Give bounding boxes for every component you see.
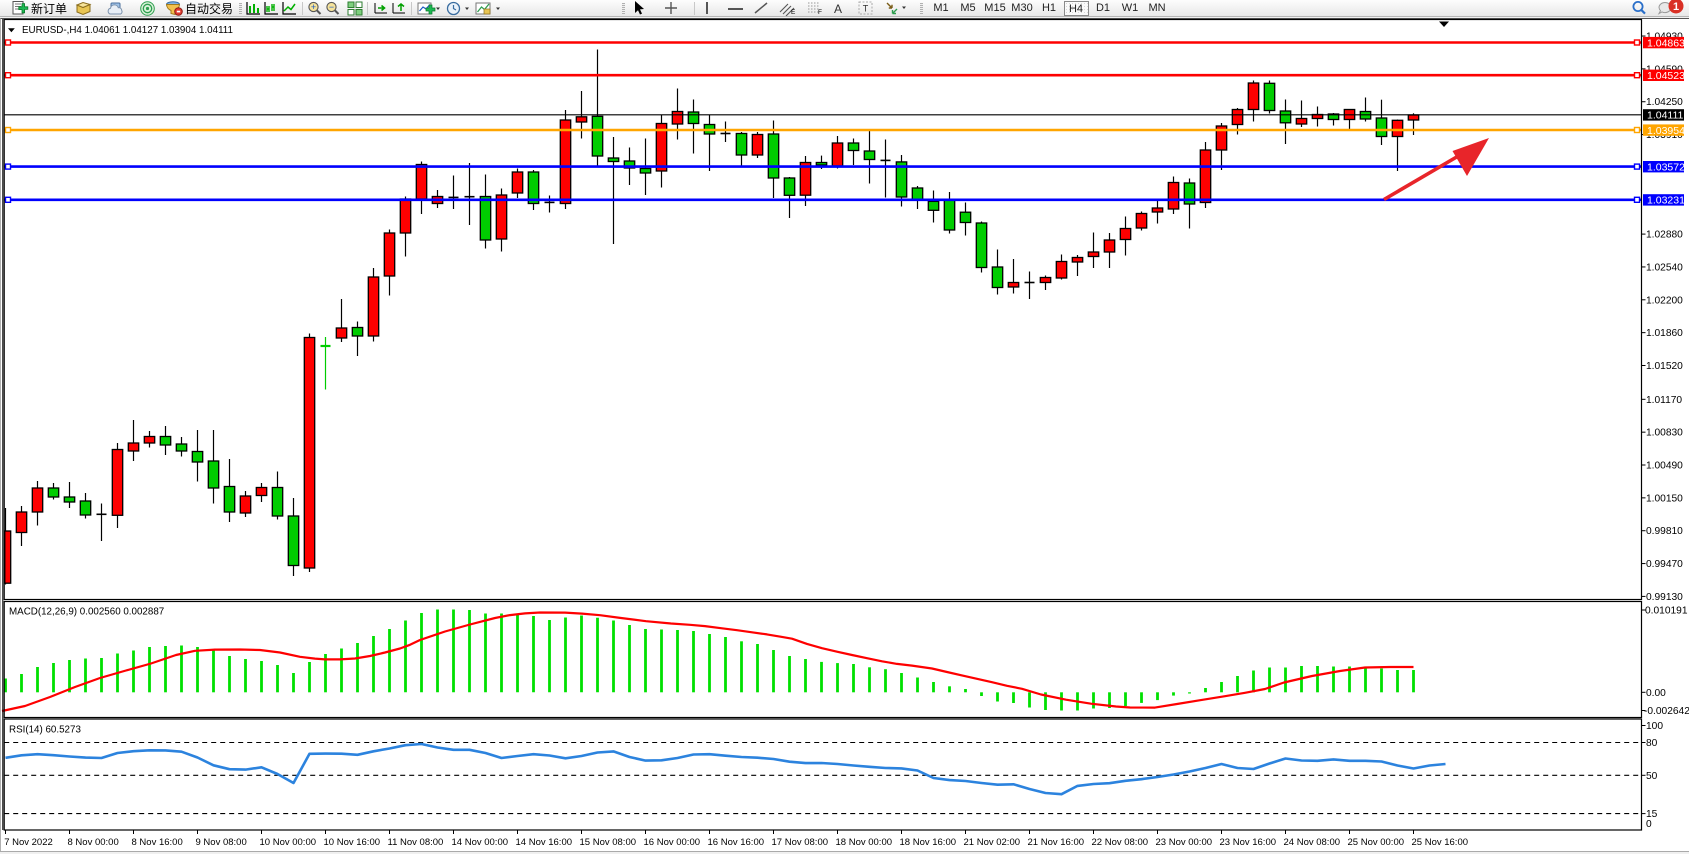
svg-text:8 Nov 16:00: 8 Nov 16:00 [132,837,183,848]
svg-text:10 Nov 00:00: 10 Nov 00:00 [260,837,317,848]
svg-text:14 Nov 16:00: 14 Nov 16:00 [516,837,573,848]
svg-text:11 Nov 08:00: 11 Nov 08:00 [388,837,444,848]
svg-text:22 Nov 08:00: 22 Nov 08:00 [1092,837,1149,848]
svg-text:1.01170: 1.01170 [1646,395,1682,406]
svg-text:15: 15 [1646,809,1658,820]
svg-text:1.03231: 1.03231 [1647,195,1685,207]
svg-text:100: 100 [1646,721,1663,732]
svg-text:−: − [329,2,334,12]
svg-text:16 Nov 16:00: 16 Nov 16:00 [708,837,765,848]
svg-text:EURUSD-,H4 1.04061 1.04127 1.: EURUSD-,H4 1.04061 1.04127 1.03904 1.041… [22,25,233,36]
svg-text:1.04523: 1.04523 [1647,70,1685,82]
svg-text:MACD(12,26,9) 0.002560 0.00288: MACD(12,26,9) 0.002560 0.002887 [9,607,164,618]
svg-text:18 Nov 16:00: 18 Nov 16:00 [900,837,957,848]
svg-text:+: + [311,2,316,12]
svg-text:23 Nov 00:00: 23 Nov 00:00 [1156,837,1213,848]
svg-text:25 Nov 00:00: 25 Nov 00:00 [1348,837,1405,848]
svg-text:1.02540: 1.02540 [1646,262,1683,273]
svg-text:0.00: 0.00 [1646,688,1666,699]
svg-text:1.00490: 1.00490 [1646,461,1683,472]
svg-text:1.00150: 1.00150 [1646,493,1683,504]
svg-text:1: 1 [1673,1,1679,13]
svg-text:0: 0 [1646,819,1652,830]
svg-text:10 Nov 16:00: 10 Nov 16:00 [324,837,381,848]
svg-text:1.02880: 1.02880 [1646,230,1683,241]
svg-text:0.010191: 0.010191 [1645,606,1688,617]
svg-text:1.03954: 1.03954 [1647,125,1685,137]
svg-text:14 Nov 00:00: 14 Nov 00:00 [452,837,509,848]
svg-text:15 Nov 08:00: 15 Nov 08:00 [580,837,637,848]
svg-text:50: 50 [1646,771,1658,782]
svg-text:21 Nov 02:00: 21 Nov 02:00 [964,837,1021,848]
svg-text:24 Nov 08:00: 24 Nov 08:00 [1284,837,1341,848]
svg-text:1.02200: 1.02200 [1646,295,1683,306]
svg-text:0.99470: 0.99470 [1646,559,1683,570]
svg-text:80: 80 [1646,738,1658,749]
svg-text:8 Nov 00:00: 8 Nov 00:00 [68,837,119,848]
svg-text:17 Nov 08:00: 17 Nov 08:00 [772,837,829,848]
svg-text:23 Nov 16:00: 23 Nov 16:00 [1220,837,1277,848]
svg-text:0.99810: 0.99810 [1646,526,1683,537]
svg-text:1.00830: 1.00830 [1646,428,1683,439]
svg-text:21 Nov 16:00: 21 Nov 16:00 [1028,837,1085,848]
svg-text:-0.002642: -0.002642 [1644,706,1689,717]
svg-text:1.03572: 1.03572 [1647,161,1685,173]
svg-text:1.01520: 1.01520 [1646,361,1683,372]
svg-text:1.04250: 1.04250 [1646,97,1683,108]
svg-text:T: T [863,4,869,14]
svg-text:1.01860: 1.01860 [1646,328,1683,339]
svg-text:1.04111: 1.04111 [1647,110,1684,122]
svg-text:18 Nov 00:00: 18 Nov 00:00 [836,837,893,848]
svg-text:1.04863: 1.04863 [1647,37,1685,49]
svg-text:25 Nov 16:00: 25 Nov 16:00 [1412,837,1469,848]
svg-text:9 Nov 08:00: 9 Nov 08:00 [196,837,247,848]
svg-text:RSI(14) 60.5273: RSI(14) 60.5273 [9,725,81,736]
svg-text:0.99130: 0.99130 [1646,592,1683,603]
svg-text:16 Nov 00:00: 16 Nov 00:00 [644,837,701,848]
svg-text:F: F [818,9,822,16]
svg-text:7 Nov 2022: 7 Nov 2022 [4,837,53,848]
svg-text:E: E [791,9,796,16]
